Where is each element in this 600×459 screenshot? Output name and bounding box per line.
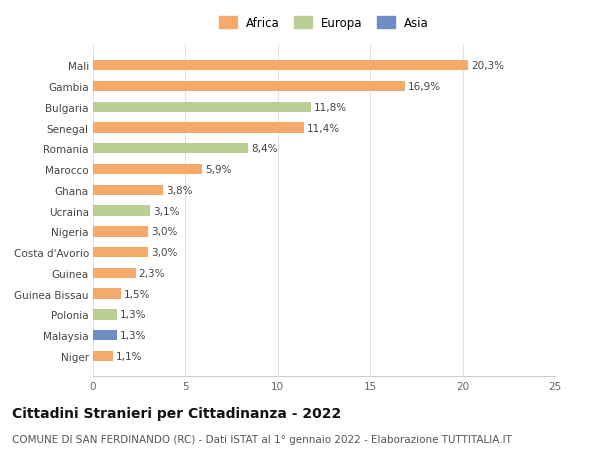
Bar [93,185,163,196]
Text: 11,4%: 11,4% [307,123,340,133]
Bar [93,351,113,361]
Bar [93,247,148,258]
Legend: Africa, Europa, Asia: Africa, Europa, Asia [215,13,433,34]
Bar [93,164,202,175]
Text: 3,0%: 3,0% [151,227,178,237]
Bar [93,309,117,320]
Text: 16,9%: 16,9% [408,82,441,92]
Bar [93,61,468,71]
Text: 11,8%: 11,8% [314,102,347,112]
Text: 3,8%: 3,8% [166,185,193,196]
Bar [93,289,121,299]
Text: 1,5%: 1,5% [124,289,150,299]
Text: 1,3%: 1,3% [120,310,146,320]
Text: 5,9%: 5,9% [205,165,232,175]
Bar [93,268,136,279]
Text: 3,1%: 3,1% [153,206,179,216]
Text: 3,0%: 3,0% [151,247,178,257]
Text: 2,3%: 2,3% [138,269,165,278]
Text: 1,3%: 1,3% [120,330,146,341]
Text: COMUNE DI SAN FERDINANDO (RC) - Dati ISTAT al 1° gennaio 2022 - Elaborazione TUT: COMUNE DI SAN FERDINANDO (RC) - Dati IST… [12,434,512,444]
Bar [93,82,406,92]
Text: 20,3%: 20,3% [471,61,504,71]
Bar [93,206,150,216]
Bar [93,330,117,341]
Bar [93,227,148,237]
Bar [93,144,248,154]
Bar [93,102,311,113]
Bar [93,123,304,134]
Text: 1,1%: 1,1% [116,351,143,361]
Text: Cittadini Stranieri per Cittadinanza - 2022: Cittadini Stranieri per Cittadinanza - 2… [12,406,341,420]
Text: 8,4%: 8,4% [251,144,278,154]
